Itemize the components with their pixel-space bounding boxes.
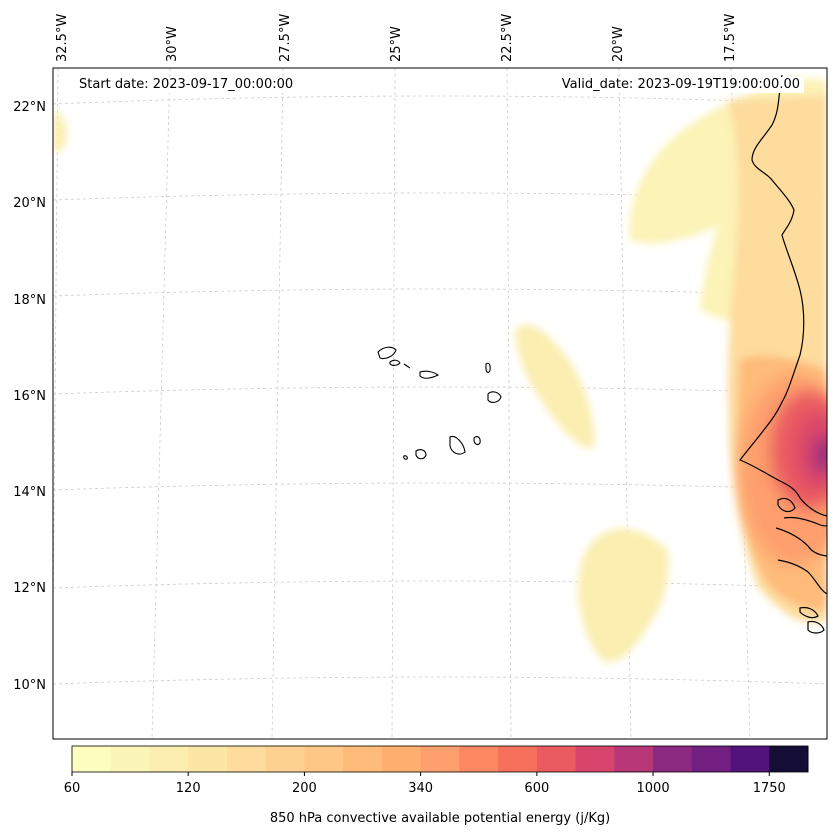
lat-label: 16°N bbox=[13, 389, 46, 404]
colorbar-cell bbox=[614, 746, 654, 772]
cape-verde-islands bbox=[377, 346, 502, 460]
lon-label: 17.5°W bbox=[723, 14, 738, 62]
lat-label: 18°N bbox=[13, 293, 46, 308]
colorbar-cell bbox=[730, 746, 770, 772]
graticule bbox=[53, 68, 827, 739]
lat-label: 10°N bbox=[13, 678, 46, 693]
colorbar-cell bbox=[575, 746, 615, 772]
map-content bbox=[53, 68, 827, 739]
colorbar-label: 850 hPa convective available potential e… bbox=[270, 811, 610, 826]
start-date-annotation: Start date: 2023-09-17_00:00:00 bbox=[75, 77, 298, 93]
colorbar-cell bbox=[459, 746, 499, 772]
lat-label: 22°N bbox=[13, 100, 46, 115]
lon-label: 25°W bbox=[389, 26, 404, 62]
colorbar-cell bbox=[536, 746, 577, 772]
lon-label: 20°W bbox=[611, 26, 626, 62]
colorbar-cell bbox=[381, 746, 422, 772]
coastline bbox=[739, 74, 827, 634]
colorbar-cell bbox=[653, 746, 693, 772]
colorbar-tick-label: 120 bbox=[176, 781, 201, 796]
lon-label: 30°W bbox=[165, 26, 180, 62]
colorbar-cell bbox=[769, 746, 809, 772]
lon-label: 32.5°W bbox=[55, 14, 70, 62]
lon-label: 22.5°W bbox=[500, 14, 515, 62]
colorbar-cell bbox=[691, 746, 732, 772]
colorbar: 60 120 200 340 600 1000 1750 850 hPa convectiv… bbox=[64, 745, 809, 826]
colorbar-cell bbox=[72, 746, 112, 772]
valid-date-annotation: Valid_date: 2023-09-19T19:00:00.00 bbox=[557, 77, 804, 93]
colorbar-tick-label: 200 bbox=[292, 781, 317, 796]
colorbar-tick-label: 340 bbox=[408, 781, 433, 796]
longitude-labels: 32.5°W 30°W 27.5°W 25°W 22.5°W 20°W 17.5… bbox=[55, 14, 738, 62]
colorbar-cell bbox=[304, 746, 344, 772]
colorbar-tick-label: 60 bbox=[64, 781, 81, 796]
lat-label: 12°N bbox=[13, 581, 46, 596]
colorbar-frame bbox=[71, 745, 809, 773]
colorbar-cell bbox=[343, 746, 383, 772]
lon-label: 27.5°W bbox=[278, 14, 293, 62]
colorbar-tick-label: 1750 bbox=[753, 781, 786, 796]
map-frame bbox=[52, 67, 828, 740]
colorbar-cell bbox=[110, 746, 150, 772]
colorbar-tick-label: 600 bbox=[524, 781, 549, 796]
colorbar-cell bbox=[226, 746, 267, 772]
colorbar-cell bbox=[149, 746, 189, 772]
colorbar-cell bbox=[498, 746, 538, 772]
colorbar-cell bbox=[265, 746, 305, 772]
colorbar-cell bbox=[188, 746, 228, 772]
colorbar-tick-label: 1000 bbox=[637, 781, 670, 796]
lat-label: 14°N bbox=[13, 485, 46, 500]
colorbar-cell bbox=[420, 746, 460, 772]
latitude-labels: 22°N 20°N 18°N 16°N 14°N 12°N 10°N bbox=[13, 100, 46, 693]
lat-label: 20°N bbox=[13, 196, 46, 211]
